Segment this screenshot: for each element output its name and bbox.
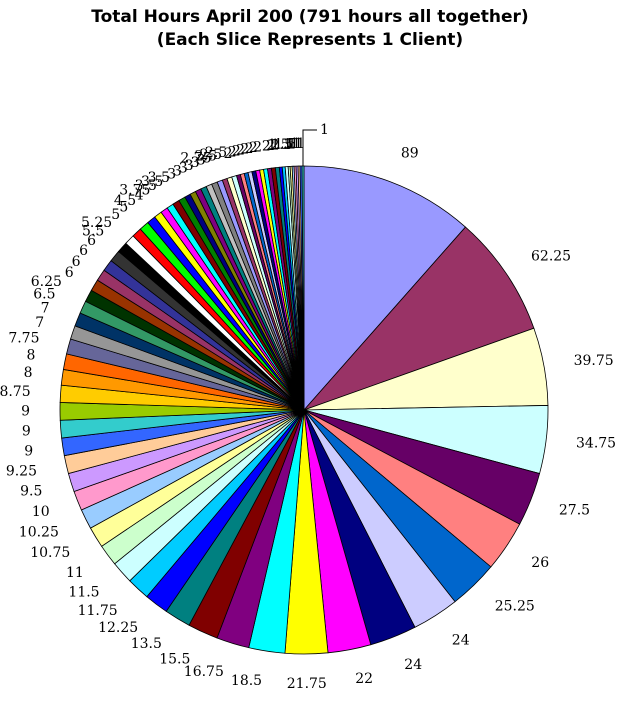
slice-label: 6.5	[33, 287, 55, 303]
slice-label: 1.5	[271, 137, 293, 153]
slice-label: 3.5	[135, 178, 157, 194]
slice-label: 3	[185, 158, 194, 174]
slice-label: 3	[191, 155, 200, 171]
slice-label: 2	[266, 138, 275, 154]
slice-label: 7	[35, 315, 44, 331]
slice-label: 6	[79, 243, 88, 259]
slice-label: 10.25	[19, 525, 59, 541]
slice-label: 25.25	[495, 599, 535, 615]
slice-label: 3	[179, 161, 188, 177]
slice-label: 1	[296, 136, 305, 152]
slice-label: 7.75	[8, 331, 39, 347]
slice-label: 1	[320, 122, 329, 138]
slice-label: 4.5	[114, 193, 136, 209]
slice-label: 2	[224, 146, 233, 162]
slice-label: 1.5	[274, 137, 296, 153]
slice-label: 9	[24, 443, 33, 459]
slice-label: 6	[87, 233, 96, 249]
slice-label: 5.5	[82, 223, 104, 239]
slice-label: 10	[32, 504, 50, 520]
slice-labels: 8962.2539.7534.7527.52625.2524242221.751…	[0, 122, 616, 692]
chart-title: Total Hours April 200 (791 hours all tog…	[91, 7, 529, 27]
slice-label: 11.75	[78, 603, 118, 619]
slice-label: 3.5	[141, 174, 163, 190]
slice-label: 5	[119, 200, 128, 216]
slice-label: 1	[283, 137, 292, 153]
slice-label: 2.75	[180, 151, 211, 167]
slice-label: 1.5	[267, 137, 289, 153]
slice-label: 16.75	[184, 664, 224, 680]
slice-label: 4	[135, 187, 144, 203]
slice-label: 26	[531, 555, 549, 571]
slice-label: 3.75	[119, 182, 150, 198]
slice-label: 5	[111, 207, 120, 223]
slice-label: 22	[355, 671, 373, 687]
pie-slice	[303, 165, 467, 412]
slice-label: 11.5	[68, 585, 99, 601]
slice-label: 2	[236, 143, 245, 159]
slice-label: 9.5	[20, 484, 42, 500]
slice-label: 2	[240, 142, 249, 158]
slice-label: 2	[249, 140, 258, 156]
chart-title-block: Total Hours April 200 (791 hours all tog…	[0, 6, 620, 52]
slice-label: 15.5	[159, 651, 190, 667]
slice-label: 12.25	[98, 620, 138, 636]
slice-label: 2.5	[200, 147, 222, 163]
pie-slice	[301, 165, 305, 411]
slice-label: 9	[21, 404, 30, 420]
slice-label: 2	[253, 139, 262, 155]
slice-label: 62.25	[531, 249, 571, 265]
slice-label: 2.5	[205, 145, 227, 161]
slice-label: 9.25	[6, 463, 37, 479]
slice-label: 1	[286, 136, 295, 152]
slice-label: 6	[65, 265, 74, 281]
slice-label: 2	[245, 141, 254, 157]
slice-label: 89	[401, 146, 419, 162]
slice-label: 5.25	[81, 215, 112, 231]
leader-line	[302, 129, 317, 166]
slice-label: 11	[66, 565, 84, 581]
slice-label: 3	[173, 164, 182, 180]
slice-label: 2	[270, 138, 279, 154]
slice-label: 8	[26, 348, 35, 364]
slice-label: 6.25	[31, 274, 62, 290]
slice-label: 2.5	[195, 149, 217, 165]
slice-label: 1	[288, 136, 297, 152]
slice-label: 3	[197, 153, 206, 169]
slice-label: 1	[292, 136, 301, 152]
pie-slice	[302, 226, 535, 411]
slice-label: 2	[228, 145, 237, 161]
pie-slices	[59, 165, 549, 655]
slice-label: 3.5	[148, 170, 170, 186]
slice-label: 21.75	[287, 676, 327, 692]
slice-label: 34.75	[576, 436, 616, 452]
slice-label: 2	[262, 139, 271, 155]
slice-label: 8.75	[0, 384, 31, 400]
chart-subtitle: (Each Slice Represents 1 Client)	[156, 30, 464, 50]
slice-label: 24	[404, 657, 422, 673]
slice-label: 1	[294, 136, 303, 152]
slice-label: 10.75	[30, 545, 70, 561]
leader-lines	[302, 129, 317, 166]
slice-label: 7	[41, 300, 50, 316]
slice-label: 9	[22, 424, 31, 440]
slice-label: 3	[167, 167, 176, 183]
slice-label: 27.5	[559, 502, 590, 518]
slice-label: 1	[290, 136, 299, 152]
slice-label: 39.75	[574, 353, 614, 369]
slice-label: 13.5	[131, 636, 162, 652]
slice-label: 6	[72, 254, 81, 270]
slice-label: 8	[24, 365, 33, 381]
slice-label: 2	[232, 144, 241, 160]
slice-label: 18.5	[231, 673, 262, 689]
slice-label: 24	[452, 633, 470, 649]
